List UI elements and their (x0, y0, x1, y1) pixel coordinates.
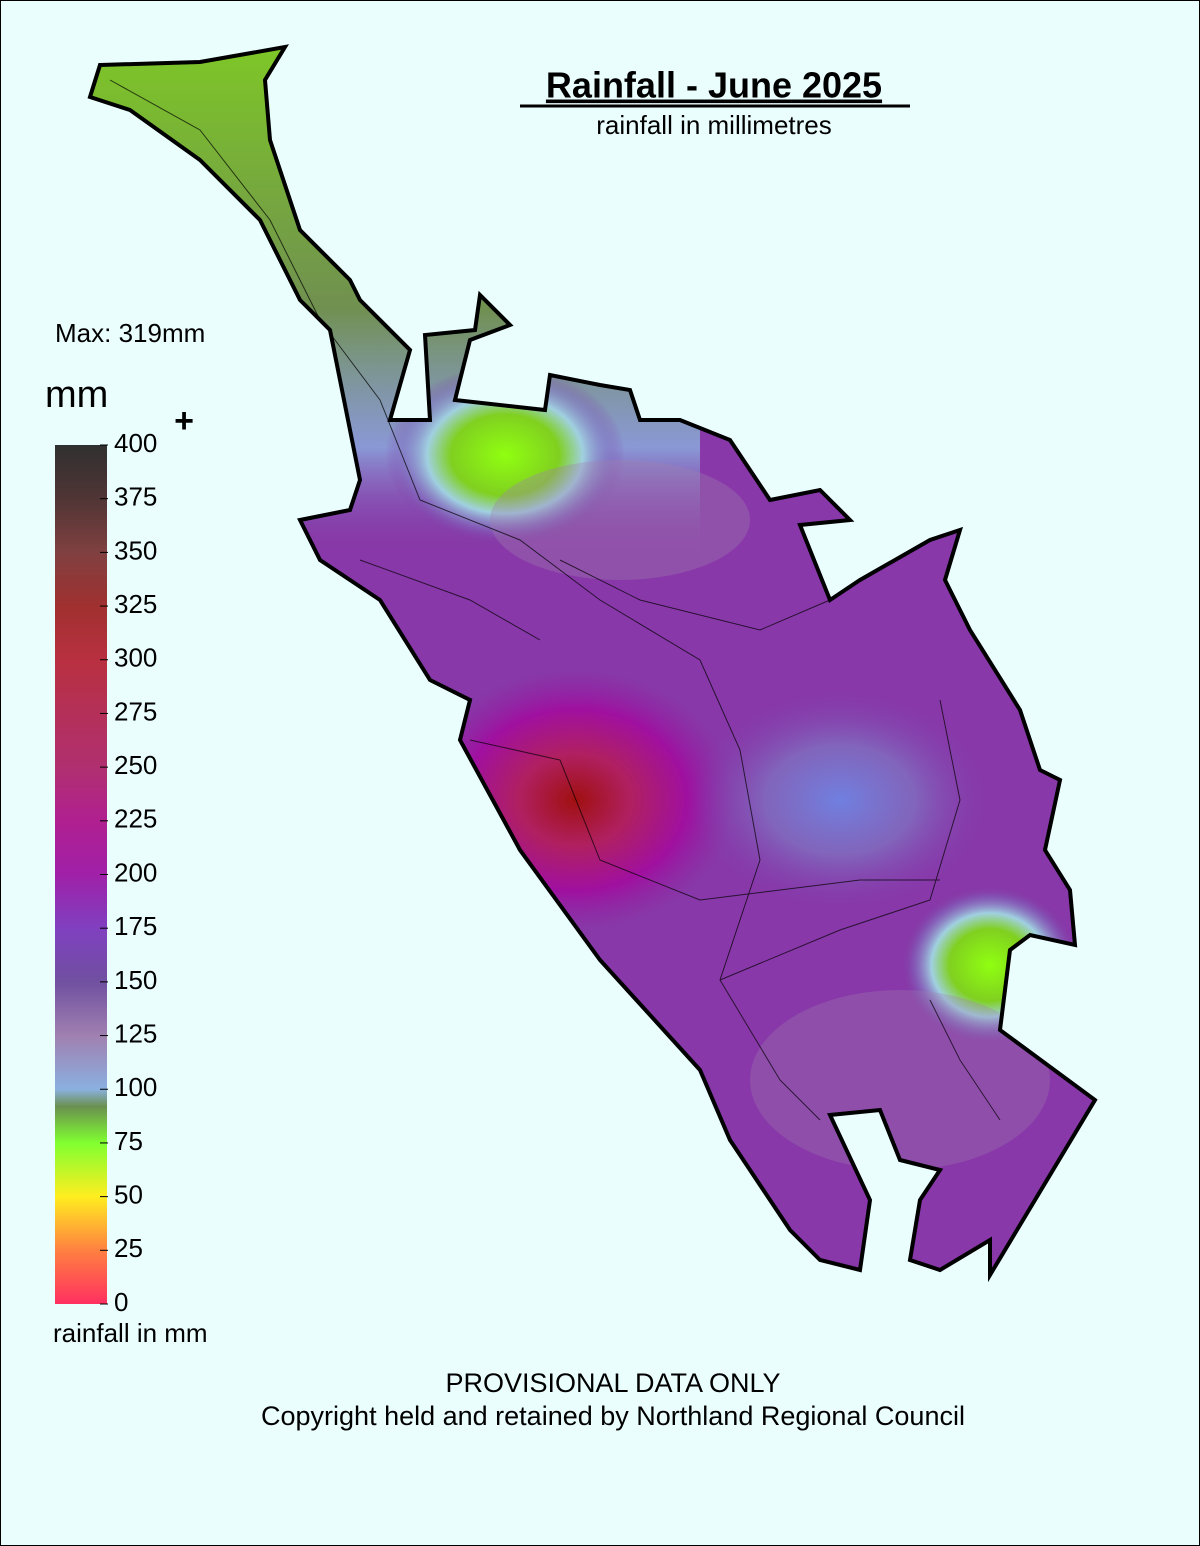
notice: PROVISIONAL DATA ONLY (445, 1368, 780, 1398)
tick-label: 0 (114, 1287, 128, 1317)
tick-label: 175 (114, 911, 157, 941)
max-label: Max: 319mm (55, 318, 205, 348)
tick-label: 125 (114, 1018, 157, 1048)
tick-label: 375 (114, 482, 157, 512)
legend-unit: mm (45, 374, 108, 416)
tick-label: 100 (114, 1072, 157, 1102)
tick-label: 275 (114, 696, 157, 726)
legend-ticks: 4003753503253002752502252001751501251007… (100, 428, 157, 1317)
legend-caption: rainfall in mm (53, 1318, 208, 1348)
color-scale (55, 445, 107, 1304)
tick-label: 150 (114, 965, 157, 995)
tick-label: 300 (114, 643, 157, 673)
legend-overflow: + (174, 402, 194, 440)
tick-label: 350 (114, 535, 157, 565)
tick-label: 325 (114, 589, 157, 619)
tick-label: 75 (114, 1126, 143, 1156)
tick-label: 225 (114, 804, 157, 834)
title: Rainfall - June 2025 (546, 65, 882, 106)
subtitle: rainfall in millimetres (596, 110, 832, 140)
tick-label: 25 (114, 1233, 143, 1263)
tick-label: 200 (114, 857, 157, 887)
tick-label: 50 (114, 1180, 143, 1210)
tick-label: 400 (114, 428, 157, 458)
copyright: Copyright held and retained by Northland… (261, 1401, 965, 1431)
tick-label: 250 (114, 750, 157, 780)
